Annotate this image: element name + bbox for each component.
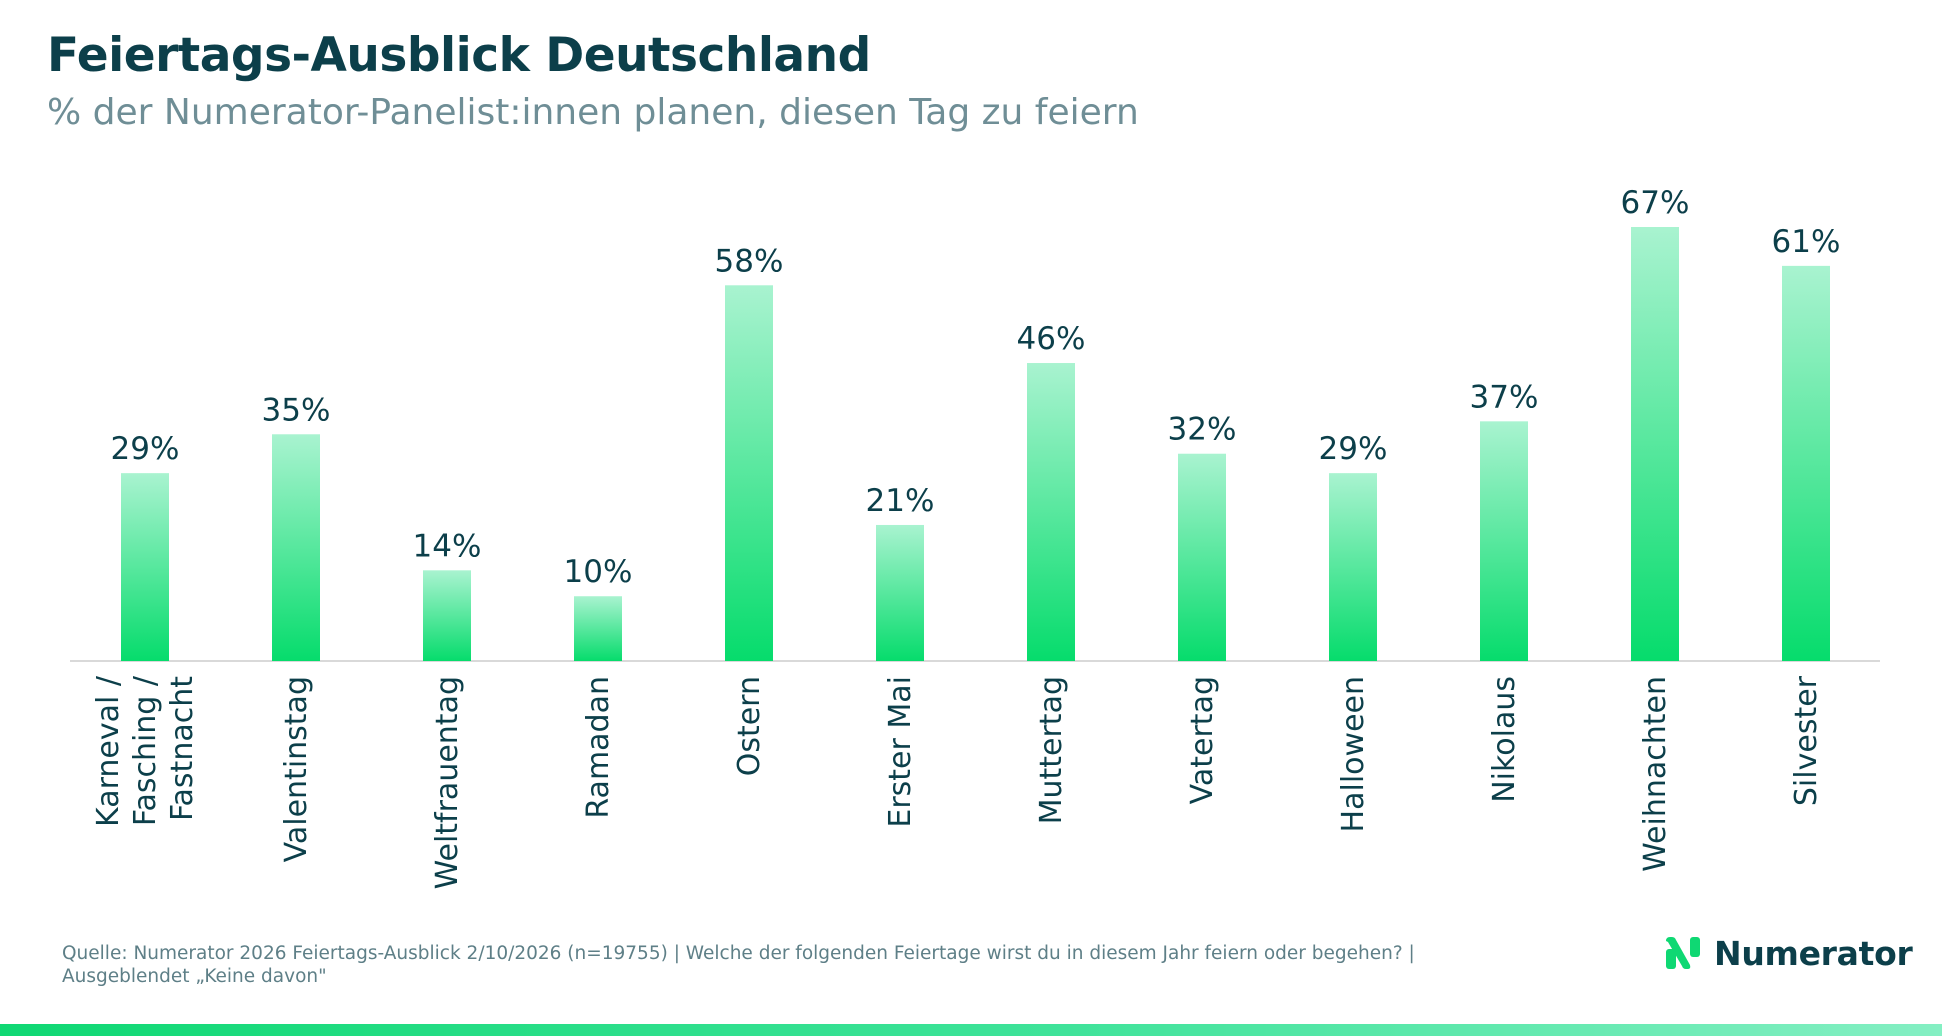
category-label-6: Muttertag bbox=[1034, 676, 1069, 824]
chart-title: Feiertags-Ausblick Deutschland bbox=[47, 28, 871, 83]
numerator-n-icon bbox=[1666, 937, 1700, 969]
category-label-5: Erster Mai bbox=[883, 676, 918, 828]
category-label-7: Vatertag bbox=[1185, 676, 1220, 804]
bar-11 bbox=[1782, 265, 1830, 661]
bar-6 bbox=[1027, 363, 1075, 661]
bar-7 bbox=[1178, 453, 1226, 661]
value-label-4: 58% bbox=[715, 243, 784, 279]
value-label-3: 10% bbox=[564, 554, 633, 590]
category-label-4: Ostern bbox=[732, 676, 767, 776]
footnote-line: Quelle: Numerator 2026 Feiertags-Ausblic… bbox=[62, 943, 1415, 964]
brand-logo: Numerator bbox=[1664, 930, 1913, 976]
category-label-2: Weltfrauentag bbox=[430, 676, 465, 889]
category-label-8: Halloween bbox=[1336, 676, 1371, 832]
value-label-5: 21% bbox=[866, 483, 935, 519]
value-label-11: 61% bbox=[1772, 224, 1841, 260]
category-label-1: Valentinstag bbox=[279, 676, 314, 862]
value-label-2: 14% bbox=[413, 528, 482, 564]
value-label-6: 46% bbox=[1017, 321, 1086, 357]
category-label-3: Ramadan bbox=[581, 676, 616, 819]
category-label-11: Silvester bbox=[1789, 675, 1824, 806]
value-label-0: 29% bbox=[111, 431, 180, 467]
chart-subtitle: % der Numerator-Panelist:innen planen, d… bbox=[47, 92, 1139, 133]
value-label-9: 37% bbox=[1470, 379, 1539, 415]
value-label-10: 67% bbox=[1621, 185, 1690, 221]
bar-10 bbox=[1631, 227, 1679, 661]
bar-8 bbox=[1329, 473, 1377, 661]
value-label-8: 29% bbox=[1319, 431, 1388, 467]
category-label-10: Weihnachten bbox=[1638, 676, 1673, 872]
bar-3 bbox=[574, 596, 622, 661]
bar-5 bbox=[876, 524, 924, 661]
category-label-9: Nikolaus bbox=[1487, 676, 1522, 803]
bar-1 bbox=[272, 434, 320, 661]
category-label-0: Karneval /Fasching /Fastnacht bbox=[91, 675, 200, 827]
bar-2 bbox=[423, 570, 471, 661]
source-footnote: Quelle: Numerator 2026 Feiertags-Ausblic… bbox=[62, 942, 1482, 988]
bar-0 bbox=[121, 473, 169, 661]
bar-9 bbox=[1480, 421, 1528, 661]
value-label-1: 35% bbox=[262, 392, 331, 428]
bottom-accent-strip bbox=[0, 1024, 1942, 1036]
bar-chart: 29% 35% 14% 10% 58% 21% 46% 32% 29% 37% 67% 61% Kar… bbox=[70, 185, 1880, 889]
brand-name: Numerator bbox=[1714, 933, 1913, 973]
bar-4 bbox=[725, 285, 773, 661]
value-label-7: 32% bbox=[1168, 412, 1237, 448]
footnote-line: Ausgeblendet „Keine davon" bbox=[62, 966, 327, 987]
